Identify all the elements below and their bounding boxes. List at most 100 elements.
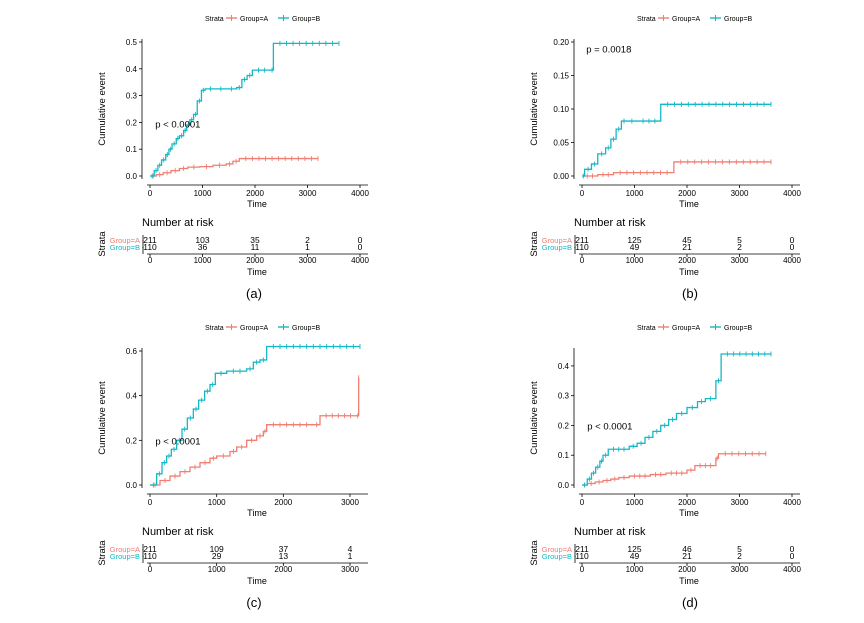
risk-x-tick-label: 0 — [148, 256, 153, 265]
risk-row-label: Group=A — [110, 545, 140, 554]
panel-label: (c) — [246, 595, 261, 610]
legend: Strata Group=A Group=B — [205, 15, 321, 23]
risk-row-label: Group=B — [542, 552, 572, 561]
legend: Strata Group=A Group=B — [205, 324, 321, 332]
risk-x-tick-label: 3000 — [299, 256, 317, 265]
risk-row-label: Group=A — [110, 236, 140, 245]
risk-x-tick-label: 4000 — [783, 256, 801, 265]
risk-value: 21 — [682, 242, 692, 252]
panel-a: Strata Group=A Group=B 0.0 0.1 0.2 0.3 0.4 0.5 Cu… — [0, 0, 432, 309]
legend-title: Strata — [637, 16, 656, 23]
y-axis-label: Cumulative event — [529, 381, 540, 455]
x-tick-label: 2000 — [246, 189, 264, 198]
risk-value: 4 — [348, 544, 353, 554]
legend-entry: Group=A — [672, 325, 701, 332]
panel-label: (b) — [682, 286, 698, 301]
p-value-annotation: p = 0.0018 — [586, 45, 631, 56]
risk-row-label: Group=B — [110, 243, 140, 252]
y-tick-label: 0.4 — [558, 362, 570, 371]
y-tick-label: 0.20 — [553, 38, 569, 47]
risk-value: 0 — [358, 242, 363, 252]
risk-value: 35 — [250, 235, 260, 245]
y-tick-label: 0.5 — [126, 38, 138, 47]
risk-strata-label: Strata — [529, 540, 540, 566]
risk-value: 103 — [195, 235, 209, 245]
legend-entry: Group=A — [672, 16, 701, 23]
x-tick-label: 1000 — [626, 498, 644, 507]
y-tick-label: 0.2 — [126, 118, 138, 127]
panel-c: Strata Group=A Group=B 0.0 0.2 0.4 0.6 Cumulati… — [0, 309, 432, 618]
legend-title: Strata — [205, 16, 224, 23]
series-line-group-a — [582, 161, 771, 177]
risk-table-title: Number at risk — [142, 217, 214, 229]
x-tick-label: 0 — [148, 189, 153, 198]
x-tick-label: 4000 — [783, 498, 801, 507]
panel-b: Strata Group=A Group=B 0.00 0.05 0.10 0.15 0.20… — [432, 0, 864, 309]
y-tick-label: 0.4 — [126, 392, 138, 401]
risk-value: 13 — [279, 551, 289, 561]
km-chart-b: Strata Group=A Group=B0.000.050.100.150.20… — [529, 15, 801, 301]
y-axis-label: Cumulative event — [97, 72, 108, 146]
y-tick-label: 0.0 — [126, 172, 138, 181]
risk-table-title: Number at risk — [142, 526, 214, 538]
km-chart-c: Strata Group=A Group=B0.00.20.40.6Cumulati… — [97, 324, 368, 610]
x-tick-label: 3000 — [299, 189, 317, 198]
risk-value: 110 — [143, 242, 157, 252]
series-line-group-b — [150, 345, 360, 486]
risk-x-tick-label: 1000 — [208, 565, 226, 574]
risk-value: 1 — [305, 242, 310, 252]
risk-x-tick-label: 0 — [148, 565, 153, 574]
risk-value: 0 — [790, 235, 795, 245]
risk-x-tick-label: 0 — [580, 565, 585, 574]
x-tick-label: 2000 — [274, 498, 292, 507]
x-axis-label: Time — [247, 508, 267, 518]
risk-x-tick-label: 4000 — [351, 256, 369, 265]
series-line-group-b — [582, 103, 771, 177]
risk-row-label: Group=B — [542, 243, 572, 252]
x-tick-label: 2000 — [678, 189, 696, 198]
y-tick-label: 0.2 — [558, 421, 570, 430]
x-axis-label: Time — [679, 199, 699, 209]
y-tick-label: 0.4 — [126, 65, 138, 74]
y-tick-label: 0.05 — [553, 139, 569, 148]
legend-entry: Group=A — [240, 325, 269, 332]
risk-strata-label: Strata — [97, 540, 108, 566]
legend-title: Strata — [637, 325, 656, 332]
risk-row-label: Group=A — [542, 236, 572, 245]
risk-strata-label: Strata — [97, 231, 108, 257]
legend-title: Strata — [205, 325, 224, 332]
risk-value: 5 — [737, 235, 742, 245]
risk-value: 5 — [737, 544, 742, 554]
risk-value: 49 — [630, 551, 640, 561]
series-line-group-b — [582, 353, 771, 486]
y-axis-label: Cumulative event — [97, 381, 108, 455]
risk-value: 46 — [682, 544, 692, 554]
risk-value: 125 — [627, 544, 641, 554]
risk-value: 1 — [348, 551, 353, 561]
risk-value: 211 — [575, 544, 589, 554]
panel-label: (d) — [682, 595, 698, 610]
p-value-annotation: p < 0.0001 — [155, 120, 200, 131]
risk-value: 125 — [627, 235, 641, 245]
legend-entry: Group=B — [292, 16, 321, 23]
risk-value: 211 — [143, 544, 157, 554]
risk-value: 211 — [575, 235, 589, 245]
risk-value: 49 — [630, 242, 640, 252]
risk-row-label: Group=B — [110, 552, 140, 561]
risk-x-axis-label: Time — [679, 576, 699, 586]
risk-x-tick-label: 3000 — [731, 256, 749, 265]
legend-entry: Group=B — [724, 16, 753, 23]
y-axis-label: Cumulative event — [529, 72, 540, 146]
x-tick-label: 0 — [580, 189, 585, 198]
risk-x-tick-label: 1000 — [626, 565, 644, 574]
risk-x-tick-label: 2000 — [678, 256, 696, 265]
risk-value: 36 — [198, 242, 208, 252]
x-axis-label: Time — [679, 508, 699, 518]
y-tick-label: 0.1 — [558, 451, 570, 460]
risk-value: 110 — [575, 242, 589, 252]
risk-value: 211 — [143, 235, 157, 245]
risk-row-label: Group=A — [542, 545, 572, 554]
x-tick-label: 3000 — [731, 498, 749, 507]
x-tick-label: 3000 — [731, 189, 749, 198]
legend-entry: Group=A — [240, 16, 269, 23]
